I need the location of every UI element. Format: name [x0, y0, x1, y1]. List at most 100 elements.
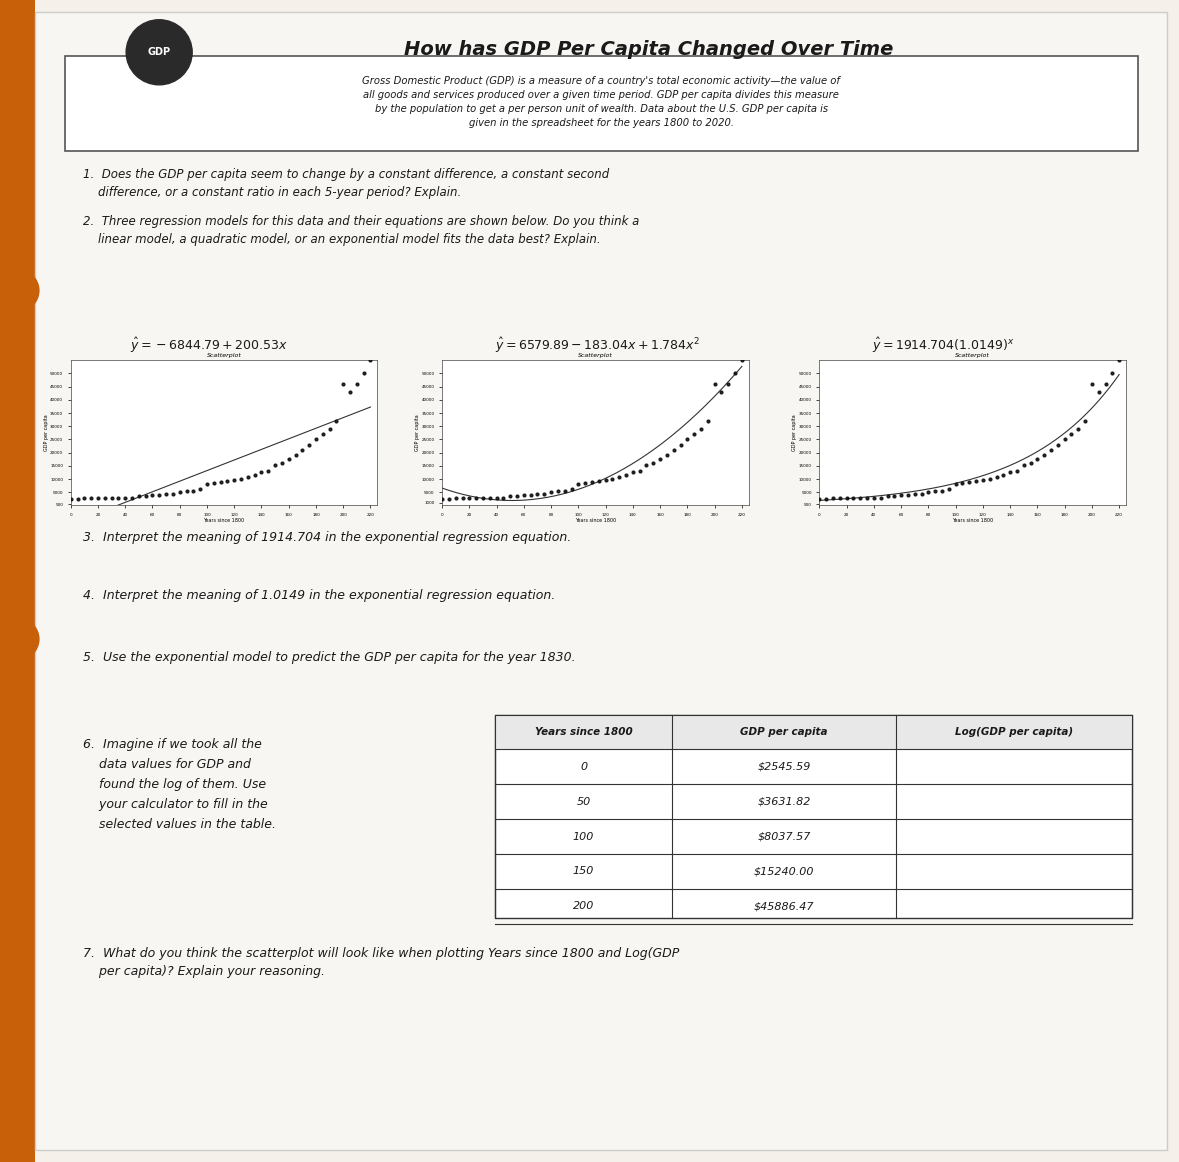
Point [474, 489, 493, 508]
Point [184, 481, 203, 500]
Y-axis label: GDP per capita: GDP per capita [44, 415, 48, 451]
Point [555, 481, 574, 500]
Text: $8037.57: $8037.57 [757, 832, 811, 841]
Point [354, 364, 373, 382]
Text: 7.  What do you think the scatterplot will look like when plotting Years since 1: 7. What do you think the scatterplot wil… [83, 947, 679, 978]
Text: 5.  Use the exponential model to predict the GDP per capita for the year 1830.: 5. Use the exponential model to predict … [83, 651, 575, 664]
Point [651, 450, 670, 468]
Text: 150: 150 [573, 867, 594, 876]
Text: 3.  Interpret the meaning of 1914.704 in the exponential regression equation.: 3. Interpret the meaning of 1914.704 in … [83, 531, 571, 544]
Point [725, 364, 744, 382]
Point [974, 471, 993, 489]
Point [225, 471, 244, 489]
Point [103, 489, 121, 508]
Point [590, 472, 608, 490]
Point [75, 489, 94, 508]
Text: $\hat{y} = -6844.79 + 200.53x$: $\hat{y} = -6844.79 + 200.53x$ [130, 336, 288, 354]
Point [211, 473, 230, 492]
Point [292, 440, 311, 459]
Point [857, 488, 876, 507]
Point [933, 481, 951, 500]
Point [980, 469, 999, 488]
Title: Scatterplot: Scatterplot [578, 353, 613, 358]
Point [678, 430, 697, 449]
Point [926, 482, 944, 501]
Circle shape [126, 20, 192, 85]
Point [453, 489, 472, 508]
Point [150, 486, 169, 504]
Point [582, 473, 601, 492]
Point [61, 489, 80, 508]
Point [602, 469, 621, 488]
Point [987, 467, 1006, 486]
Point [610, 467, 628, 486]
Text: 2.  Three regression models for this data and their equations are shown below. D: 2. Three regression models for this data… [83, 215, 639, 246]
Point [535, 485, 554, 503]
Point [837, 489, 856, 508]
X-axis label: Years since 1800: Years since 1800 [953, 518, 993, 524]
Point [712, 382, 731, 401]
Point [1048, 436, 1067, 454]
Point [1075, 411, 1094, 430]
Text: $2545.59: $2545.59 [757, 762, 811, 772]
FancyBboxPatch shape [35, 12, 1167, 1150]
Point [265, 456, 284, 474]
Point [157, 485, 176, 503]
Point [314, 425, 332, 444]
Text: GDP per capita: GDP per capita [740, 727, 828, 737]
Point [494, 488, 513, 507]
Circle shape [0, 270, 39, 311]
FancyBboxPatch shape [495, 715, 1132, 918]
Point [170, 482, 189, 501]
Point [817, 489, 836, 508]
Text: $\hat{y} = 6579.89 - 183.04x + 1.784x^2$: $\hat{y} = 6579.89 - 183.04x + 1.784x^2$ [495, 336, 700, 354]
Point [1102, 364, 1121, 382]
Point [514, 486, 533, 504]
Text: 0: 0 [580, 762, 587, 772]
Point [177, 482, 196, 501]
Point [521, 486, 540, 504]
Point [116, 488, 134, 507]
Point [918, 482, 937, 501]
Point [259, 461, 278, 480]
Point [1041, 440, 1060, 459]
Point [671, 436, 690, 454]
Circle shape [0, 618, 39, 660]
Point [143, 486, 162, 504]
Point [1035, 446, 1054, 465]
Point [130, 487, 149, 505]
Point [1021, 454, 1040, 473]
Point [191, 480, 210, 498]
Point [460, 489, 479, 508]
Point [575, 474, 594, 493]
Point [698, 411, 717, 430]
Point [433, 489, 452, 508]
FancyBboxPatch shape [0, 0, 35, 1162]
Point [238, 467, 257, 486]
Point [1055, 430, 1074, 449]
Point [447, 489, 466, 508]
Y-axis label: GDP per capita: GDP per capita [792, 415, 797, 451]
Point [732, 351, 751, 370]
Point [307, 430, 325, 449]
Point [361, 351, 380, 370]
Point [569, 475, 588, 494]
Text: 100: 100 [573, 832, 594, 841]
Point [252, 464, 271, 482]
Point [947, 475, 966, 494]
Text: Log(GDP per capita): Log(GDP per capita) [955, 727, 1073, 737]
Point [851, 489, 870, 508]
Y-axis label: GDP per capita: GDP per capita [415, 415, 420, 451]
Point [231, 469, 250, 488]
Point [631, 461, 650, 480]
Point [279, 450, 298, 468]
Point [1096, 374, 1115, 393]
Point [624, 464, 643, 482]
Point [286, 446, 305, 465]
Point [967, 472, 986, 490]
Point [692, 419, 711, 438]
Text: $15240.00: $15240.00 [753, 867, 815, 876]
Point [95, 489, 114, 508]
Point [1028, 450, 1047, 468]
X-axis label: Years since 1800: Years since 1800 [575, 518, 615, 524]
